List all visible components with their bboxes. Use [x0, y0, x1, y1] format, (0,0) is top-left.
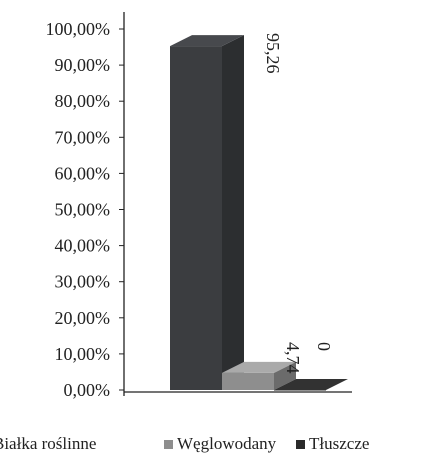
legend-label: Białka roślinne [0, 434, 96, 453]
bar-1-value-label: 95,26 [263, 33, 283, 74]
legend-swatch [164, 440, 173, 449]
bar-front [222, 372, 274, 390]
y-tick-label: 60,00% [55, 163, 111, 183]
bar-top [170, 35, 244, 47]
bar-side [222, 35, 244, 391]
legend-item-3: Tłuszcze [296, 434, 369, 453]
bar-top [274, 379, 348, 390]
y-tick-label: 0,00% [64, 380, 111, 400]
y-tick-label: 70,00% [55, 127, 111, 147]
legend: Białka roślinne Węglowodany Tłuszcze [0, 434, 369, 453]
legend-label: Węglowodany [177, 434, 277, 453]
legend-swatch [296, 440, 305, 449]
y-tick-label: 100,00% [46, 19, 111, 39]
y-tick-label: 30,00% [55, 272, 111, 292]
bar-2-value-label: 4,74 [283, 342, 303, 374]
y-tick-label: 90,00% [55, 55, 111, 75]
bar-front [274, 390, 326, 391]
y-tick-label: 50,00% [55, 200, 111, 220]
y-tick-label: 40,00% [55, 236, 111, 256]
legend-item-1: Białka roślinne [0, 434, 96, 453]
bar-front [170, 46, 222, 391]
bar-side [274, 361, 296, 390]
data-labels: 95,26 4,74 0 [263, 33, 334, 374]
bar-1 [170, 35, 244, 391]
bar-3 [274, 379, 348, 391]
bar-top [222, 361, 296, 373]
bar-2 [222, 361, 296, 390]
bar-3-value-label: 0 [314, 342, 334, 351]
y-tick-label: 10,00% [55, 344, 111, 364]
legend-item-2: Węglowodany [164, 434, 277, 453]
y-axis: 0,00% 10,00% 20,00% 30,00% 40,00% 50,00% 60,00… [46, 12, 352, 400]
legend-label: Tłuszcze [309, 434, 369, 453]
y-tick-label: 80,00% [55, 91, 111, 111]
y-tick-label: 20,00% [55, 308, 111, 328]
bars [170, 35, 348, 391]
